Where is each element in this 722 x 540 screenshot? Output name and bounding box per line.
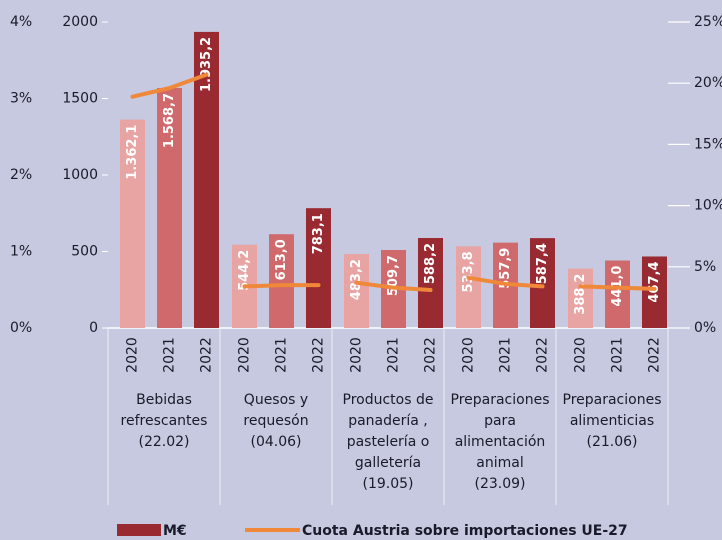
x-tick-label: 2022 <box>423 337 439 373</box>
y3-tick-label: 2% <box>10 167 32 183</box>
line-series <box>130 72 209 99</box>
line-series <box>354 280 433 293</box>
y-tick-label: 1500 <box>62 91 98 107</box>
bar <box>605 260 630 328</box>
y-tick-label: 0 <box>89 320 98 336</box>
y2-tick-label: 10% <box>694 198 722 214</box>
y3-tick-label: 3% <box>10 91 32 107</box>
value-label: 509,7 <box>386 255 401 296</box>
x-tick-label: 2021 <box>162 337 178 373</box>
x-tick-label: 2020 <box>573 337 589 373</box>
x-tick-label: 2021 <box>386 337 402 373</box>
value-label: 587,4 <box>535 243 550 284</box>
x-tick-label: 2021 <box>498 337 514 373</box>
x-tick-label: 2021 <box>274 337 290 373</box>
value-label: 388,2 <box>573 274 588 315</box>
value-label: 588,2 <box>423 243 438 284</box>
category-label: Productos de panadería , pastelería o galle… <box>343 392 434 492</box>
line-series <box>242 283 321 289</box>
value-label: 544,2 <box>237 250 252 291</box>
bar <box>194 31 219 329</box>
y-tick-label: 2000 <box>62 14 98 30</box>
value-label: 613,0 <box>274 239 289 280</box>
bar <box>418 238 443 328</box>
line-series <box>466 275 545 289</box>
y-tick-label: 1000 <box>62 167 98 183</box>
legend-label: Cuota Austria sobre importaciones UE-27 <box>302 523 628 539</box>
y3-tick-label: 1% <box>10 244 32 260</box>
x-tick-label: 2022 <box>535 337 551 373</box>
value-label: 483,2 <box>349 259 364 300</box>
category-label: Preparaciones alimenticias (21.06) <box>563 392 662 450</box>
line-series <box>578 284 657 291</box>
y2-tick-label: 25% <box>694 14 722 30</box>
bar <box>157 87 182 329</box>
y2-tick-label: 0% <box>694 320 716 336</box>
x-tick-label: 2020 <box>237 337 253 373</box>
x-tick-label: 2020 <box>349 337 365 373</box>
bar <box>568 268 593 328</box>
bar <box>456 246 481 328</box>
y3-tick-label: 4% <box>10 14 32 30</box>
x-tick-label: 2021 <box>610 337 626 373</box>
legend-swatch <box>117 524 161 536</box>
value-label: 467,4 <box>647 261 662 302</box>
category-label: Bebidas refrescantes (22.02) <box>121 392 208 450</box>
value-label: 557,9 <box>498 248 513 289</box>
bar <box>344 254 369 328</box>
value-label: 533,8 <box>461 251 476 292</box>
y3-tick-label: 0% <box>10 320 32 336</box>
y-tick-label: 500 <box>71 244 98 260</box>
value-label: 1.568,7 <box>162 93 177 148</box>
y2-tick-label: 5% <box>694 259 716 275</box>
bar <box>120 119 145 329</box>
bar <box>642 256 667 328</box>
x-tick-label: 2020 <box>461 337 477 373</box>
category-label: Preparaciones para alimentación animal (23.0… <box>451 392 550 492</box>
y2-tick-label: 15% <box>694 136 722 152</box>
value-label: 1.935,2 <box>199 37 214 92</box>
x-tick-label: 2020 <box>125 337 141 373</box>
bar <box>530 238 555 328</box>
category-label: Quesos y requesón (04.06) <box>243 392 308 450</box>
bar <box>306 208 331 328</box>
value-label: 1.362,1 <box>125 125 140 180</box>
bar <box>269 234 294 328</box>
legend-label: M€ <box>163 523 187 539</box>
value-label: 783,1 <box>311 213 326 254</box>
x-tick-label: 2022 <box>311 337 327 373</box>
x-tick-label: 2022 <box>647 337 663 373</box>
x-tick-label: 2022 <box>199 337 215 373</box>
y2-tick-label: 20% <box>694 75 722 91</box>
